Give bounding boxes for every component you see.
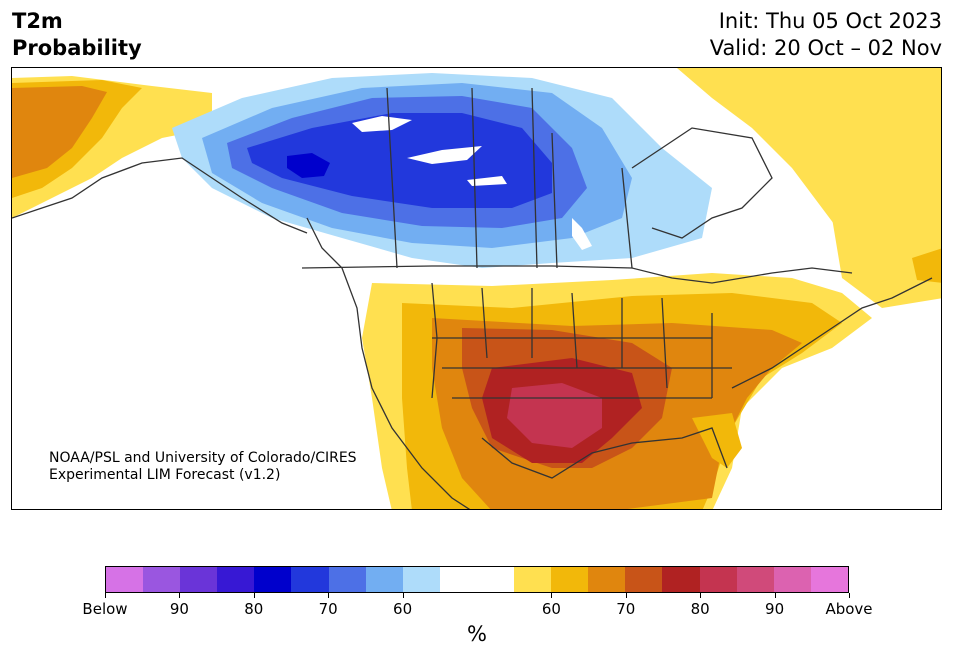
great-slave-lake <box>407 146 482 164</box>
political-boundaries <box>12 87 933 509</box>
title-variable: T2m <box>12 9 63 33</box>
great-bear-lake <box>352 116 412 132</box>
colorbar-tick-label: 60 <box>393 600 413 618</box>
map-canvas <box>12 68 941 509</box>
colorbar-swatch <box>662 567 700 592</box>
colorbar-tick-label: 70 <box>616 600 636 618</box>
colorbar-tick-label: 90 <box>765 600 785 618</box>
colorbar-swatch <box>254 567 292 592</box>
credit-line-2: Experimental LIM Forecast (v1.2) <box>49 467 281 483</box>
colorbar-tick-mark <box>402 593 404 598</box>
colorbar-tick-mark <box>179 593 181 598</box>
colorbar-tick-mark <box>774 593 776 598</box>
colorbar-swatch <box>439 567 477 592</box>
colorbar-swatch <box>810 567 848 592</box>
colorbar-swatch <box>402 567 440 592</box>
colorbar-tick-mark <box>253 593 255 598</box>
colorbar-swatch <box>291 567 329 592</box>
us-states <box>431 282 732 399</box>
colorbar-tick-label: Below <box>82 600 128 618</box>
east-coast <box>731 277 933 389</box>
colorbar-tick-mark <box>551 593 553 598</box>
colorbar-swatch <box>143 567 181 592</box>
colorbar-swatch <box>328 567 366 592</box>
colorbar-swatch <box>476 567 515 592</box>
colorbar-swatch <box>217 567 255 592</box>
colorbar-swatch <box>736 567 774 592</box>
west-coast <box>306 217 471 509</box>
colorbar-tick-mark <box>700 593 702 598</box>
colorbar-swatch <box>625 567 663 592</box>
colorbar-swatch <box>551 567 589 592</box>
alaska-core <box>12 86 107 178</box>
colorbar-swatch <box>365 567 403 592</box>
colorbar-tick-label: 60 <box>541 600 561 618</box>
init-date: Init: Thu 05 Oct 2023 <box>718 9 942 33</box>
colorbar-tick-label: 80 <box>690 600 710 618</box>
map-title: T2m Probability <box>12 8 142 62</box>
athabasca-lake <box>467 176 507 186</box>
probability-map <box>11 67 942 510</box>
us-warm-core <box>507 383 602 448</box>
credit-line-1: NOAA/PSL and University of Colorado/CIRE… <box>49 450 357 466</box>
title-probability: Probability <box>12 36 142 60</box>
valid-range: Valid: 20 Oct – 02 Nov <box>709 36 942 60</box>
colorbar-tick-mark <box>105 593 106 598</box>
colorbar-tick-mark <box>328 593 330 598</box>
colorbar-swatch <box>514 567 552 592</box>
colorbar-tick-mark <box>849 593 850 598</box>
colorbar-tick-label: 80 <box>244 600 264 618</box>
colorbar-tick-label: Above <box>825 600 873 618</box>
lake-winnipeg <box>572 218 592 250</box>
colorbar-unit: % <box>467 622 487 646</box>
colorbar-swatch <box>106 567 144 592</box>
colorbar-tick-mark <box>625 593 627 598</box>
gulf-coast <box>481 427 728 479</box>
credit-text: NOAA/PSL and University of Colorado/CIRE… <box>49 450 357 484</box>
colorbar-tick-label: 70 <box>318 600 338 618</box>
canada-cold-core <box>287 153 330 178</box>
colorbar-swatch <box>699 567 737 592</box>
canada-provinces <box>386 87 633 269</box>
warm-probability-fill <box>12 68 941 509</box>
us-canada-border <box>301 265 853 284</box>
forecast-dates: Init: Thu 05 Oct 2023 Valid: 20 Oct – 02… <box>710 8 942 62</box>
cold-probability-fill <box>172 73 712 268</box>
colorbar <box>105 566 849 593</box>
newfoundland-mid <box>912 248 941 283</box>
alaska-coast <box>12 157 308 234</box>
hudson-bay <box>631 127 773 239</box>
colorbar-swatch <box>180 567 218 592</box>
colorbar-tick-label: 90 <box>169 600 189 618</box>
colorbar-swatch <box>773 567 811 592</box>
newfoundland-warm <box>832 208 941 308</box>
colorbar-swatch <box>588 567 626 592</box>
